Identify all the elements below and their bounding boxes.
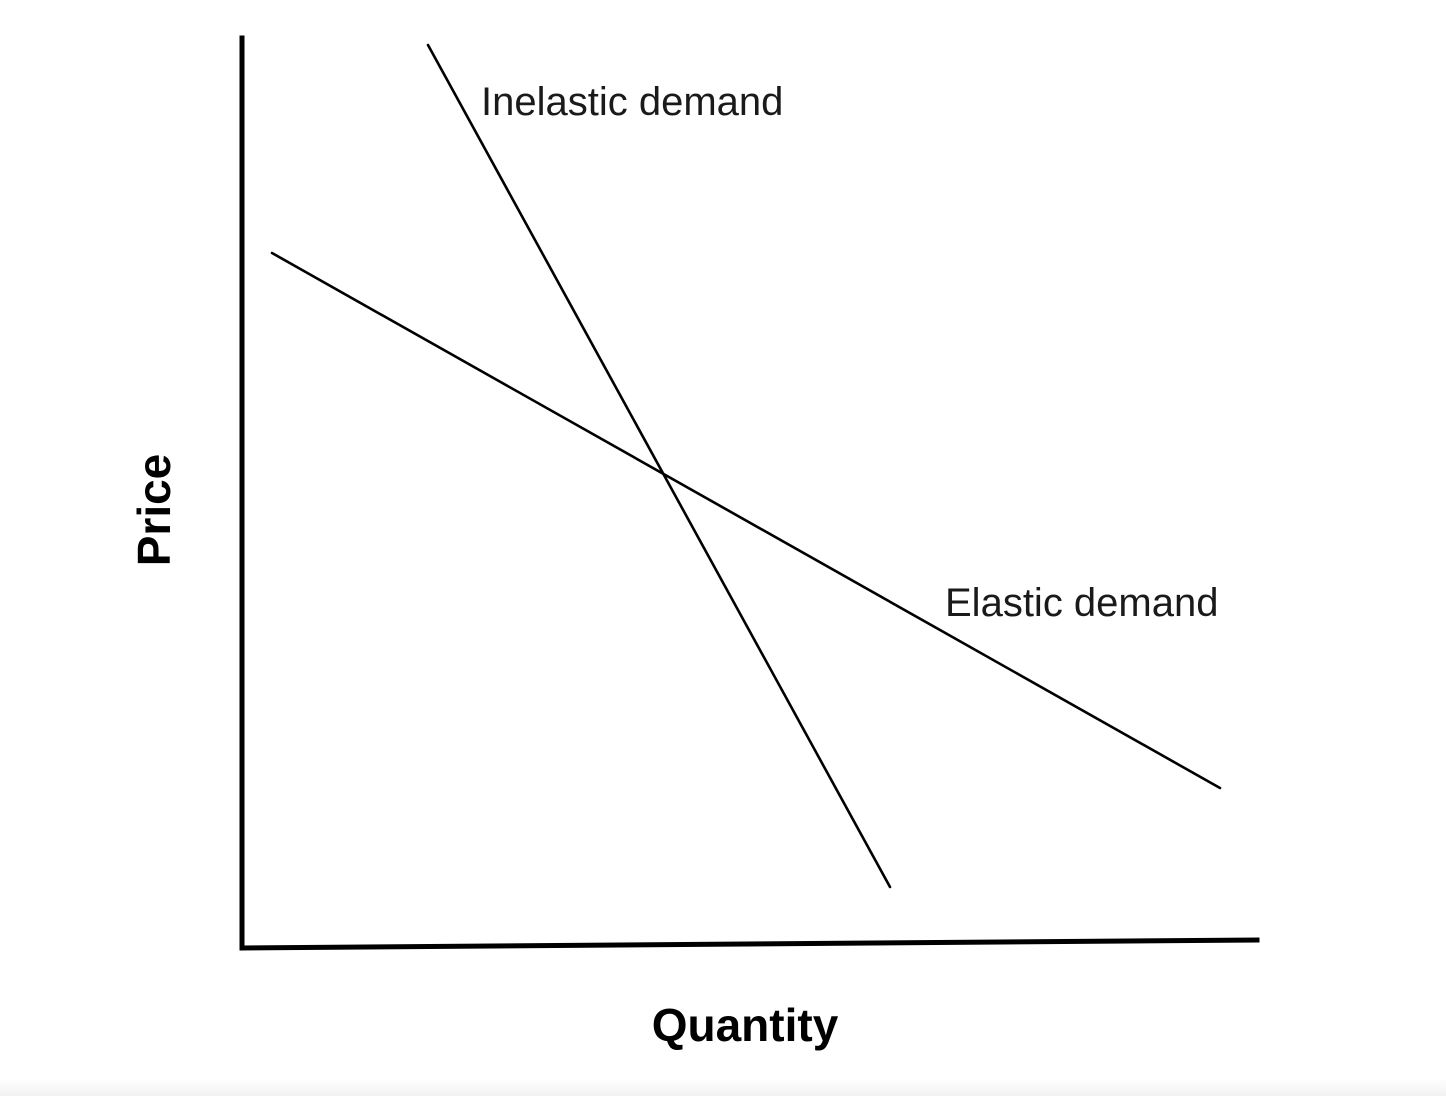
- inelastic-demand-label: Inelastic demand: [481, 80, 783, 124]
- y-axis-title: Price: [128, 454, 180, 567]
- x-axis-title: Quantity: [652, 999, 839, 1051]
- x-axis: [239, 937, 1260, 951]
- elastic-demand-line: [270, 251, 1222, 790]
- elastic-demand-label: Elastic demand: [945, 581, 1218, 625]
- inelastic-demand-line: [426, 43, 892, 889]
- bottom-edge-strip: [0, 1078, 1446, 1096]
